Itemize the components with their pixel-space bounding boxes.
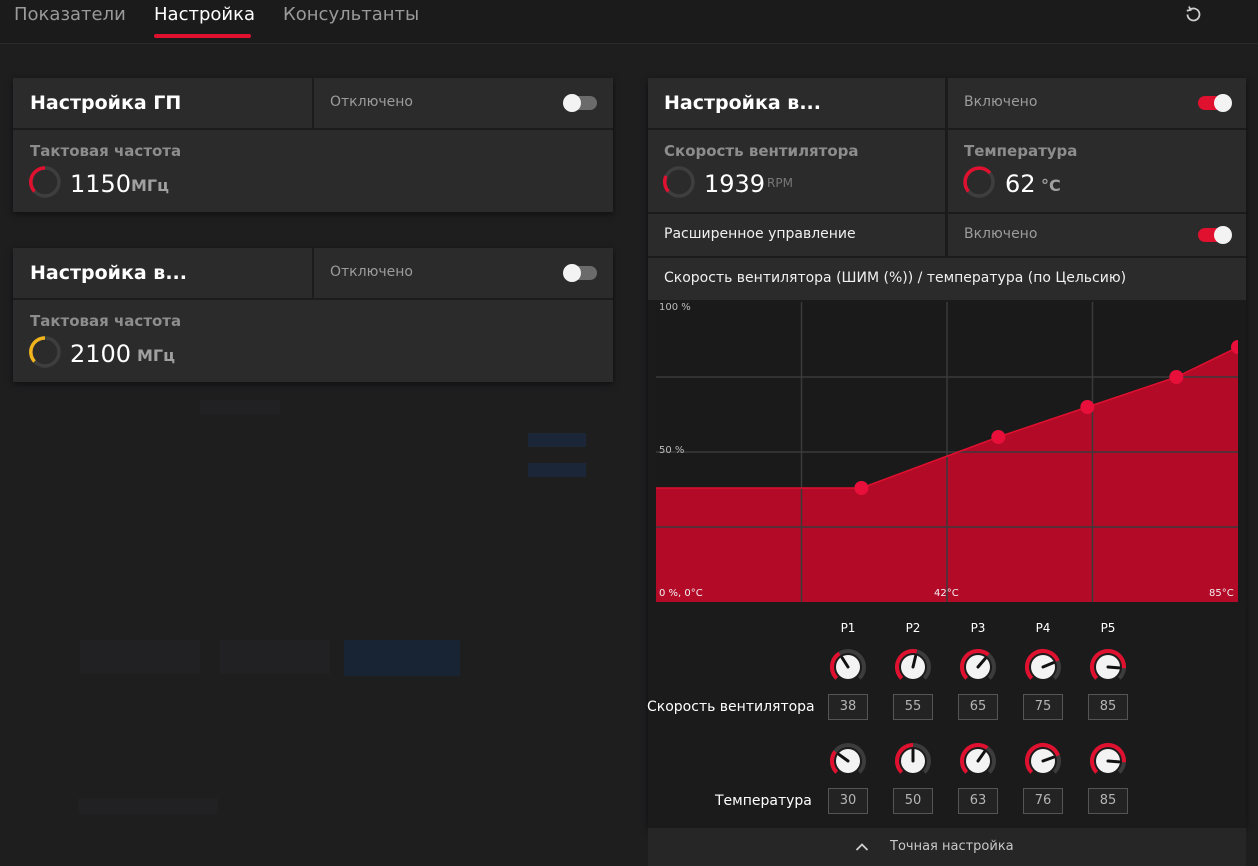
temperature-value-p1[interactable]: 30 <box>828 788 868 814</box>
fan-tuning-toggle[interactable] <box>1198 94 1232 112</box>
fan-curve-line <box>656 346 1238 489</box>
background-blur <box>200 400 280 414</box>
temperature-knob-p2[interactable] <box>893 741 933 781</box>
gpu-clock-label: Тактовая частота <box>30 142 182 160</box>
active-tab-indicator <box>154 34 251 38</box>
background-blur <box>80 640 200 674</box>
fine-tune-label[interactable]: Точная настройка <box>890 839 1014 854</box>
advanced-control-label: Расширенное управление <box>664 226 856 242</box>
fan-curve-svg[interactable] <box>656 302 1238 602</box>
fan-speed-value-p5[interactable]: 85 <box>1088 694 1128 720</box>
fan-curve-chart[interactable]: 100 % 50 % 0 %, 0°C 42°C 85°C <box>656 302 1238 602</box>
point-label-p1: P1 <box>840 621 856 635</box>
tab-advisors[interactable]: Консультанты <box>283 4 420 25</box>
fan-speed-knob-p5[interactable] <box>1088 647 1128 687</box>
vram-clock-label: Тактовая частота <box>30 312 182 330</box>
point-label-p2: P2 <box>905 621 921 635</box>
temperature-value-p4[interactable]: 76 <box>1023 788 1063 814</box>
origin-label: 0 %, 0°C <box>659 588 703 599</box>
curve-point-4[interactable] <box>1169 370 1184 384</box>
gpu-clock-gauge-icon <box>29 166 61 198</box>
y-label-50: 50 % <box>659 445 685 456</box>
vram-tuning-state: Отключено <box>330 264 413 280</box>
fan-speed-knob-p1[interactable] <box>828 647 868 687</box>
fan-speed-knob-p2[interactable] <box>893 647 933 687</box>
gpu-tuning-state: Отключено <box>330 94 413 110</box>
curve-point-5[interactable] <box>1231 340 1238 354</box>
temperature-value-p3[interactable]: 63 <box>958 788 998 814</box>
tab-metrics[interactable]: Показатели <box>14 4 126 25</box>
advanced-control-state: Включено <box>964 226 1038 242</box>
background-blur <box>220 640 330 674</box>
background-blur <box>344 640 460 676</box>
temperature-row-label: Температура <box>715 793 812 809</box>
temperature-unit: °C <box>1041 176 1061 195</box>
temperature-knob-p5[interactable] <box>1088 741 1128 781</box>
point-label-p3: P3 <box>970 621 986 635</box>
curve-point-3[interactable] <box>1080 400 1095 414</box>
temperature-knob-p4[interactable] <box>1023 741 1063 781</box>
fan-speed-value-p3[interactable]: 65 <box>958 694 998 720</box>
tab-tuning[interactable]: Настройка <box>154 4 255 25</box>
fine-tune-bar[interactable] <box>648 828 1246 866</box>
temperature-gauge-icon <box>963 166 995 198</box>
reset-icon[interactable] <box>1183 5 1203 25</box>
temperature-knob-p1[interactable] <box>828 741 868 781</box>
vram-tuning-panel <box>13 248 613 382</box>
y-label-100: 100 % <box>659 302 691 313</box>
curve-point-2[interactable] <box>991 430 1006 444</box>
background-blur <box>78 798 218 814</box>
fan-speed-value-p1[interactable]: 38 <box>828 694 868 720</box>
gpu-clock-unit: МГц <box>131 176 169 195</box>
temperature-knob-p3[interactable] <box>958 741 998 781</box>
top-tab-bar: Показатели Настройка Консультанты <box>0 0 1258 44</box>
fan-speed-value-p2[interactable]: 55 <box>893 694 933 720</box>
x-label-85: 85°C <box>1209 588 1234 599</box>
fan-tuning-title: Настройка в... <box>664 92 821 114</box>
vram-tuning-toggle[interactable] <box>563 264 597 282</box>
fan-speed-unit: RPM <box>767 176 793 190</box>
fan-speed-value-p4[interactable]: 75 <box>1023 694 1063 720</box>
fan-curve-title: Скорость вентилятора (ШИМ (%)) / темпера… <box>664 270 1127 286</box>
background-blur <box>528 463 586 477</box>
gpu-clock-value: 1150 <box>70 170 132 198</box>
temperature-value-p5[interactable]: 85 <box>1088 788 1128 814</box>
fan-speed-value: 1939 <box>704 170 766 198</box>
fan-curve-points <box>648 602 1246 828</box>
point-label-p4: P4 <box>1035 621 1051 635</box>
vram-clock-gauge-icon <box>29 336 61 368</box>
x-label-42: 42°C <box>934 588 959 599</box>
gpu-tuning-panel <box>13 78 613 212</box>
vram-clock-value: 2100 <box>70 340 132 368</box>
fan-speed-gauge-icon <box>662 166 695 198</box>
curve-point-1[interactable] <box>854 481 869 495</box>
temperature-value: 62 <box>1005 170 1036 198</box>
background-blur <box>528 433 586 447</box>
fan-speed-knob-p4[interactable] <box>1023 647 1063 687</box>
point-label-p5: P5 <box>1100 621 1116 635</box>
temperature-value-p2[interactable]: 50 <box>893 788 933 814</box>
fan-speed-row-label: Скорость вентилятора <box>647 699 815 715</box>
gpu-tuning-title: Настройка ГП <box>30 92 182 114</box>
vram-tuning-title: Настройка в... <box>30 262 187 284</box>
advanced-control-toggle[interactable] <box>1198 226 1232 244</box>
gpu-tuning-toggle[interactable] <box>563 94 597 112</box>
chevron-up-icon[interactable] <box>855 842 869 852</box>
fan-speed-knob-p3[interactable] <box>958 647 998 687</box>
temperature-label: Температура <box>964 142 1078 160</box>
vram-clock-unit: МГц <box>137 346 175 365</box>
fan-tuning-state: Включено <box>964 94 1038 110</box>
fan-speed-label: Скорость вентилятора <box>664 142 859 160</box>
